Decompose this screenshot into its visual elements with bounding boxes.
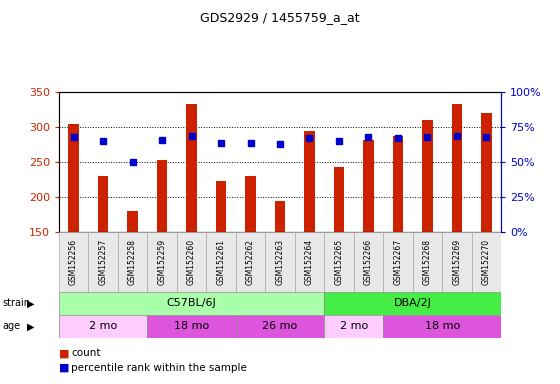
Bar [245,176,256,232]
Text: GSM152258: GSM152258 [128,239,137,285]
Bar [324,315,383,338]
Text: GSM152257: GSM152257 [99,239,108,285]
Bar [206,232,236,292]
Bar [118,232,147,292]
Text: strain: strain [3,298,31,308]
Text: DBA/2J: DBA/2J [394,298,432,308]
Text: count: count [71,348,101,358]
Bar [59,315,147,338]
Bar [422,120,433,232]
Bar [275,201,285,232]
Text: 2 mo: 2 mo [339,321,368,331]
Text: GSM152261: GSM152261 [217,239,226,285]
Text: ▶: ▶ [27,298,34,308]
Text: percentile rank within the sample: percentile rank within the sample [71,363,247,373]
Bar [413,232,442,292]
Text: GSM152266: GSM152266 [364,239,373,285]
Text: 26 mo: 26 mo [263,321,297,331]
Bar [452,104,462,232]
Text: GSM152268: GSM152268 [423,239,432,285]
Text: age: age [3,321,21,331]
Bar [383,315,501,338]
Bar [324,232,354,292]
Bar [383,232,413,292]
Text: 2 mo: 2 mo [89,321,117,331]
Text: ■: ■ [59,348,69,358]
Bar [68,124,79,232]
Text: ▶: ▶ [27,321,34,331]
Bar [472,232,501,292]
Bar [216,181,226,232]
Bar [59,232,88,292]
Bar [157,160,167,232]
Text: GSM152262: GSM152262 [246,239,255,285]
Bar [147,232,177,292]
Text: GSM152259: GSM152259 [157,239,166,285]
Text: 18 mo: 18 mo [174,321,209,331]
Bar [59,292,324,315]
Bar [186,104,197,232]
Bar [265,232,295,292]
Text: GSM152260: GSM152260 [187,239,196,285]
Text: GSM152267: GSM152267 [394,239,403,285]
Text: GDS2929 / 1455759_a_at: GDS2929 / 1455759_a_at [200,12,360,25]
Bar [177,232,206,292]
Text: GSM152264: GSM152264 [305,239,314,285]
Bar [393,136,403,232]
Text: GSM152269: GSM152269 [452,239,461,285]
Bar [88,232,118,292]
Text: C57BL/6J: C57BL/6J [167,298,216,308]
Text: GSM152256: GSM152256 [69,239,78,285]
Text: ■: ■ [59,363,69,373]
Bar [324,292,501,315]
Bar [304,131,315,232]
Bar [295,232,324,292]
Bar [442,232,472,292]
Text: 18 mo: 18 mo [424,321,460,331]
Bar [236,315,324,338]
Text: GSM152265: GSM152265 [334,239,343,285]
Text: GSM152263: GSM152263 [276,239,284,285]
Bar [481,113,492,232]
Bar [363,140,374,232]
Bar [127,211,138,232]
Bar [236,232,265,292]
Bar [147,315,236,338]
Bar [354,232,383,292]
Text: GSM152270: GSM152270 [482,239,491,285]
Bar [98,176,108,232]
Bar [334,167,344,232]
